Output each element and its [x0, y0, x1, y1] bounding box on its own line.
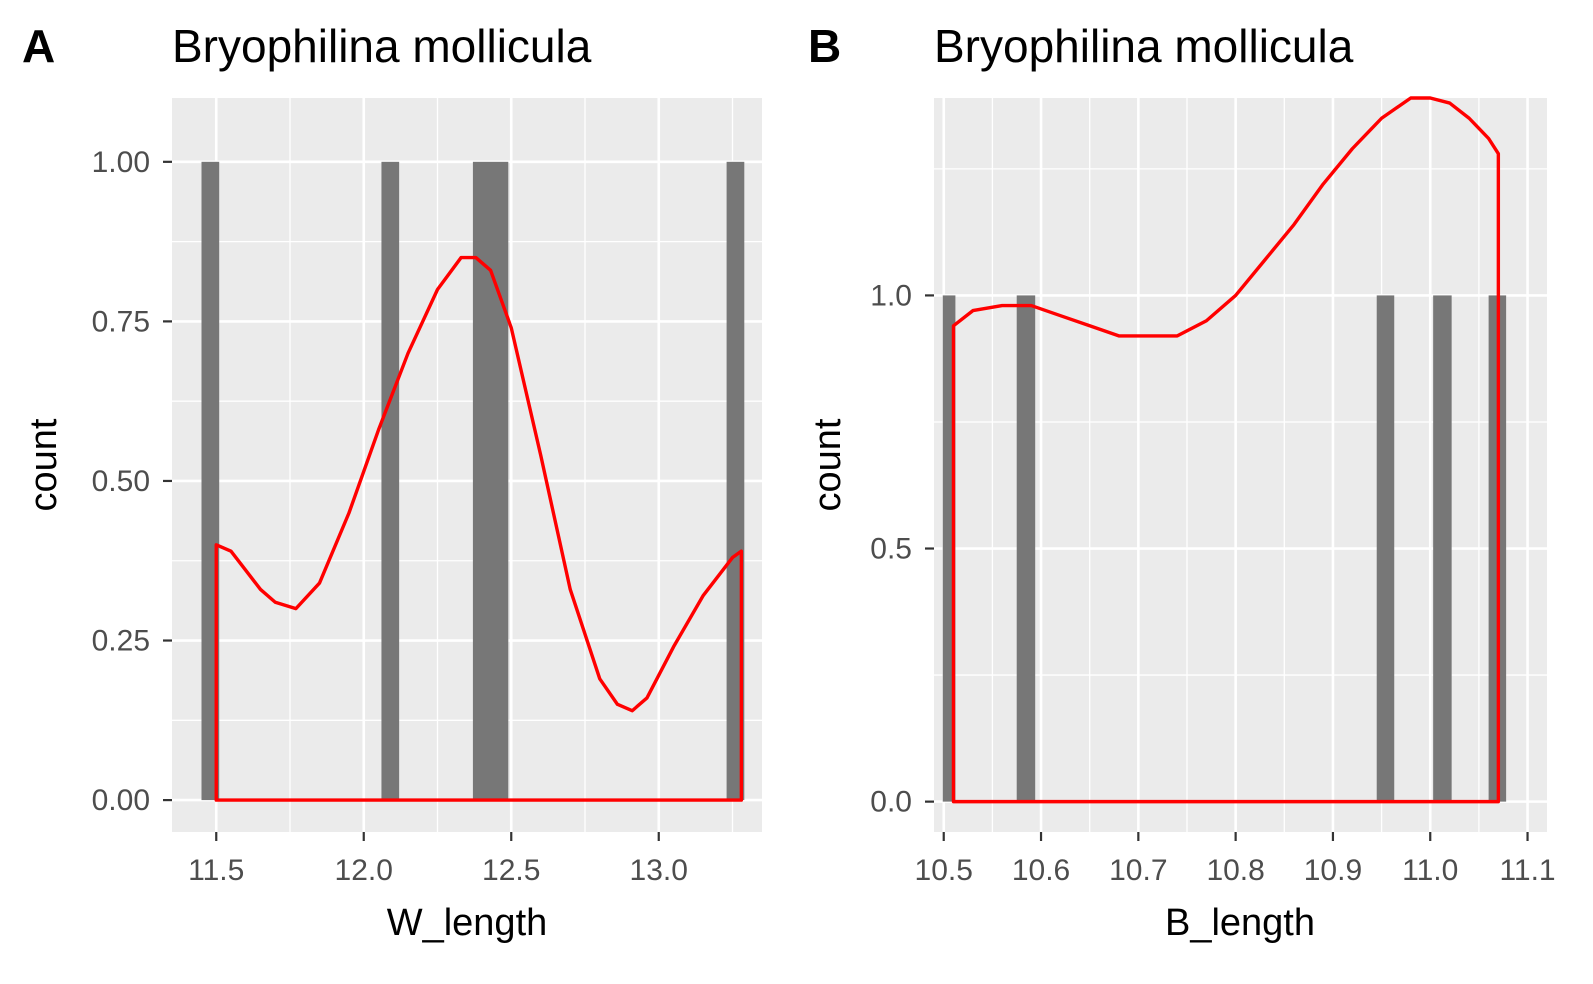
y-tick-label: 1.00 [92, 146, 150, 179]
x-tick-label: 11.0 [1402, 854, 1458, 887]
density-curve [951, 96, 1501, 804]
histogram-bar [1433, 295, 1452, 802]
y-tick-label: 0.75 [92, 305, 150, 338]
x-tick-label: 11.5 [188, 854, 244, 887]
x-tick-label: 12.0 [335, 854, 393, 887]
histogram-bar [381, 161, 400, 801]
x-tick-label: 11.1 [1499, 854, 1555, 887]
y-tick-label: 1.0 [870, 279, 912, 312]
y-tick-label: 0.5 [870, 533, 912, 566]
histogram-bar [1376, 295, 1395, 802]
chart-panel-a: 11.5 12.0 12.5 13.0 0.00 0.25 0.50 0.75 1.00 A Bry… [22, 20, 762, 944]
x-tick-label: 10.6 [1012, 854, 1070, 887]
chart-title: Bryophilina mollicula [934, 20, 1354, 72]
chart-title: Bryophilina mollicula [172, 20, 592, 72]
y-axis-title: count [23, 418, 65, 511]
x-tick-label: 13.0 [630, 854, 688, 887]
x-tick-label: 10.7 [1109, 854, 1167, 887]
x-tick-label: 10.9 [1304, 854, 1362, 887]
density-curve [214, 255, 744, 802]
y-tick-label: 0.25 [92, 625, 150, 658]
y-tick-label: 0.0 [870, 786, 912, 819]
y-tick-label: 0.00 [92, 784, 150, 817]
x-tick-label: 10.8 [1206, 854, 1264, 887]
histogram-bar [1016, 295, 1036, 802]
plot-background [172, 98, 762, 832]
x-axis-title: W_length [387, 902, 548, 944]
chart-panel-b: 10.5 10.6 10.7 10.8 10.9 11.0 11.1 0.0 0.5 1.0 B Br… [807, 20, 1556, 944]
x-tick-label: 10.5 [915, 854, 973, 887]
panel-tag: A [22, 20, 55, 72]
x-axis-title: B_length [1165, 902, 1315, 944]
y-axis-title: count [807, 418, 849, 511]
x-tick-label: 12.5 [482, 854, 540, 887]
panel-tag: B [808, 20, 841, 72]
y-tick-label: 0.50 [92, 465, 150, 498]
